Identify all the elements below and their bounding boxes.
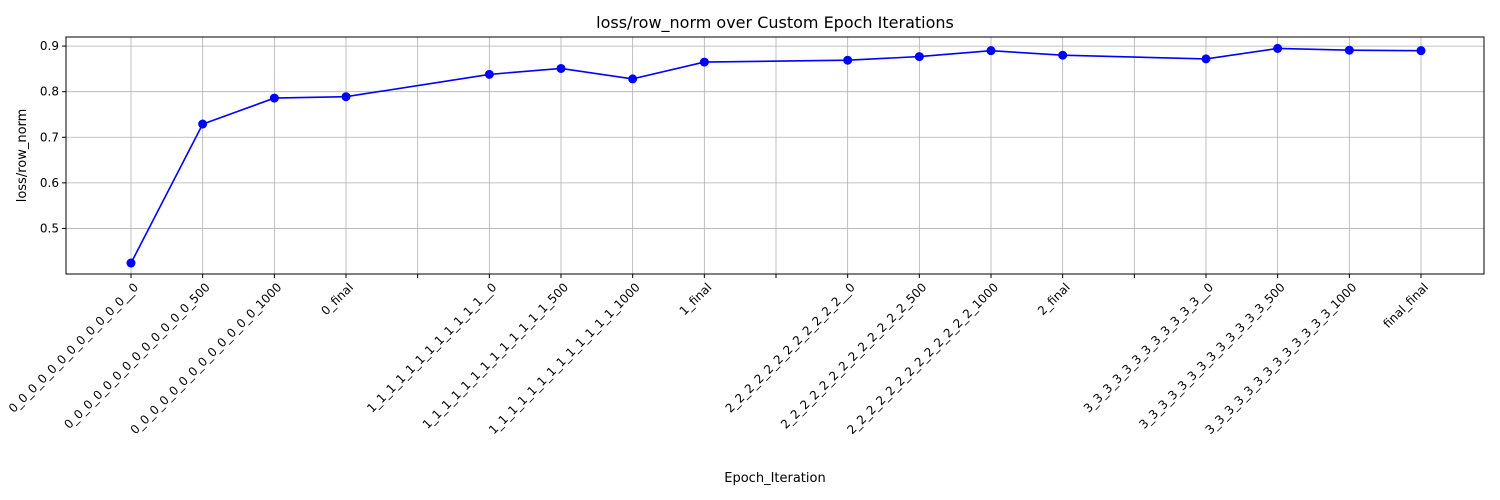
data-point — [1058, 50, 1068, 60]
series-line — [130, 47, 1422, 264]
data-point — [1416, 46, 1426, 56]
data-point — [269, 93, 279, 103]
y-axis-ticks: 0.5 0.6 0.7 0.8 0.9 — [40, 39, 66, 235]
y-tick-label: 0.8 — [40, 85, 59, 99]
data-point — [126, 258, 136, 268]
data-point — [914, 52, 924, 62]
data-point — [198, 119, 208, 129]
plot-area-frame — [65, 36, 1485, 275]
data-point — [986, 46, 996, 56]
x-axis-label: Epoch_Iteration — [724, 471, 825, 486]
y-tick-label: 0.6 — [40, 176, 59, 190]
chart-title: loss/row_norm over Custom Epoch Iteratio… — [596, 13, 954, 33]
y-tick-label: 0.9 — [40, 39, 59, 53]
data-point — [484, 69, 494, 79]
data-point — [1201, 54, 1211, 64]
data-point — [341, 92, 351, 102]
y-tick-label: 0.7 — [40, 130, 59, 144]
data-point — [1344, 45, 1354, 55]
data-point — [628, 74, 638, 84]
data-point — [699, 57, 709, 67]
y-tick-label: 0.5 — [40, 221, 59, 235]
data-point — [556, 63, 566, 73]
series-layer — [126, 43, 1426, 268]
data-point — [843, 55, 853, 65]
y-axis-label: loss/row_norm — [15, 109, 30, 203]
data-point — [1273, 43, 1283, 53]
